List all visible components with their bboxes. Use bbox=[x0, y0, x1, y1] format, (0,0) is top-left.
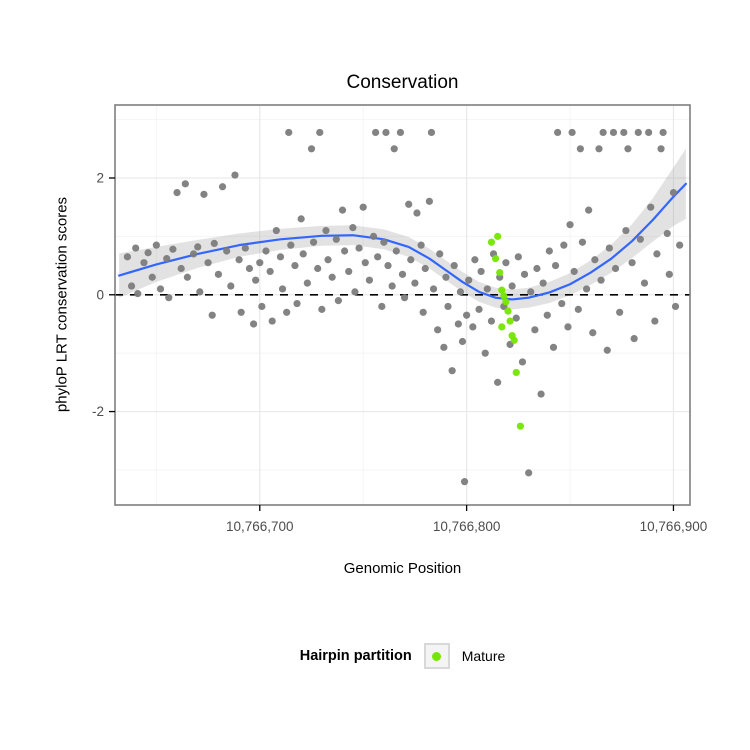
scatter-plot: 10,766,700 10,766,800 10,766,900 -2 0 2 bbox=[92, 104, 707, 534]
axes: 10,766,700 10,766,800 10,766,900 -2 0 2 bbox=[92, 170, 707, 534]
points-mature bbox=[487, 232, 524, 430]
points-other bbox=[123, 128, 684, 486]
y-axis-tick-label: 0 bbox=[96, 287, 104, 302]
legend-title: Hairpin partition bbox=[299, 648, 412, 664]
smooth-line bbox=[118, 182, 687, 301]
panel-background bbox=[115, 105, 690, 505]
legend-item-mature-label: Mature bbox=[461, 648, 506, 664]
legend-key-mature bbox=[423, 643, 450, 669]
x-axis-tick-label: 10,766,900 bbox=[640, 519, 708, 534]
y-axis-tick-label: -2 bbox=[92, 404, 104, 419]
x-axis-title: Genomic Position bbox=[343, 560, 462, 577]
x-axis-tick-label: 10,766,800 bbox=[433, 519, 501, 534]
grid-minor bbox=[115, 105, 690, 505]
y-axis-tick-label: 2 bbox=[96, 170, 104, 185]
mature-point-icon bbox=[432, 651, 442, 661]
chart-title: Conservation bbox=[346, 72, 459, 93]
x-axis-tick-label: 10,766,700 bbox=[226, 519, 294, 534]
panel-border bbox=[114, 104, 691, 506]
legend: Hairpin partition Mature bbox=[115, 634, 690, 678]
